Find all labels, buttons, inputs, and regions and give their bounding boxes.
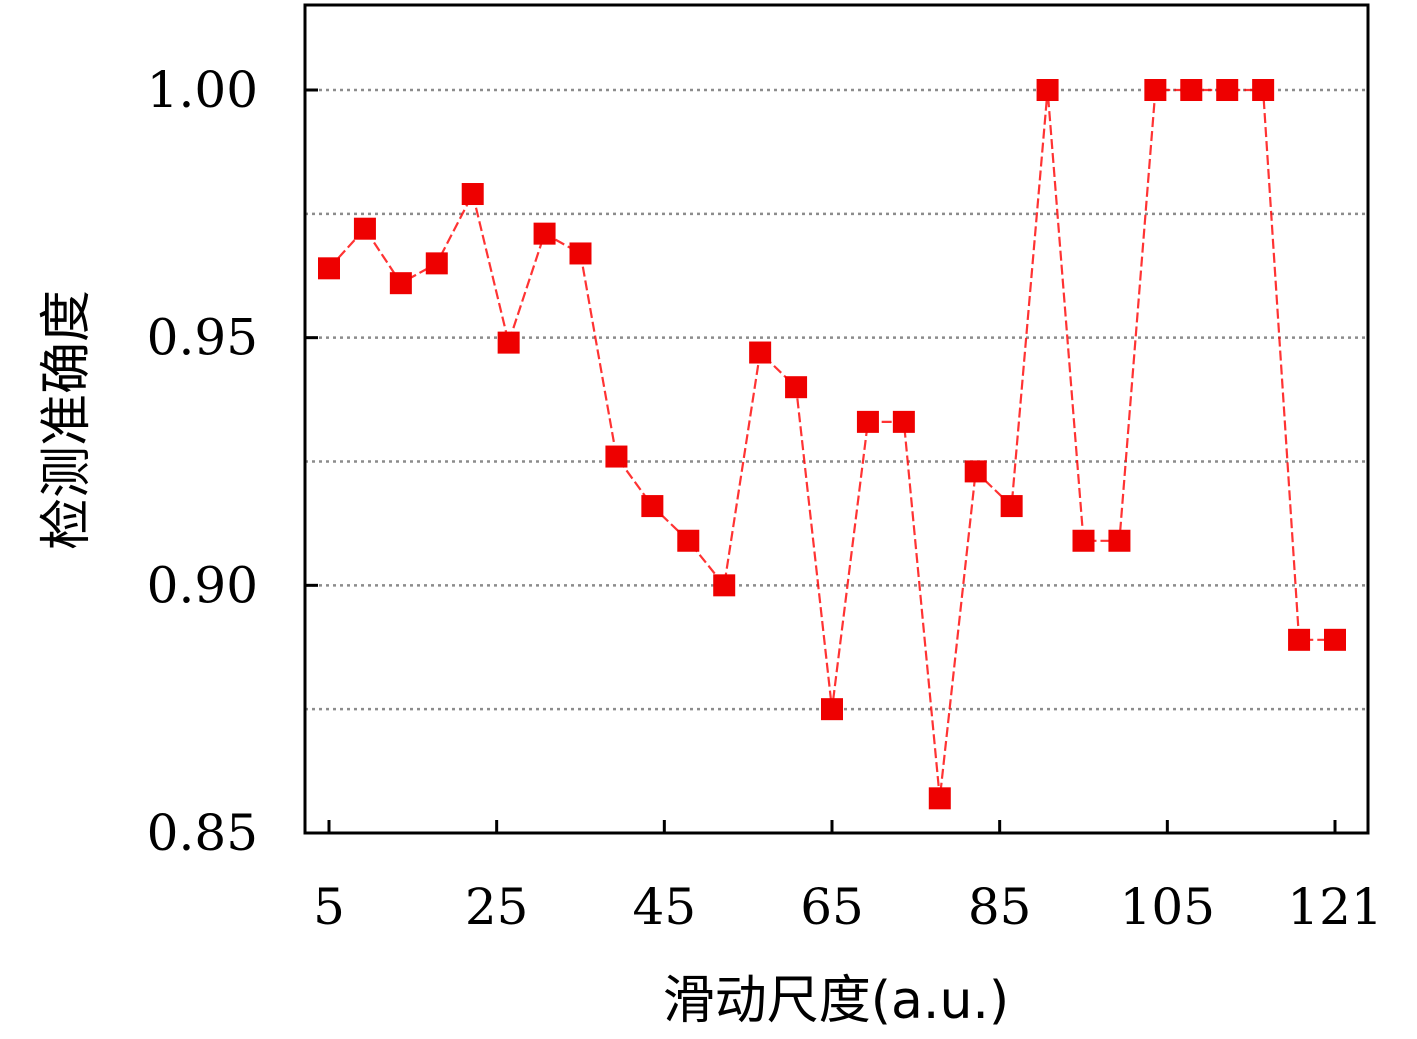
data-point xyxy=(425,252,448,275)
y-axis: 0.85 0.90 0.95 1.00 xyxy=(147,61,318,862)
series-accuracy xyxy=(318,79,1346,810)
data-point xyxy=(964,460,987,483)
y-tick-label: 0.85 xyxy=(147,804,258,862)
x-tick-label: 121 xyxy=(1287,878,1382,936)
data-point xyxy=(785,376,808,399)
data-point xyxy=(1108,529,1131,552)
data-point xyxy=(641,495,664,518)
data-point xyxy=(461,183,484,206)
x-tick-label: 85 xyxy=(968,878,1032,936)
data-point xyxy=(1144,79,1167,101)
data-point xyxy=(821,698,843,721)
data-point xyxy=(533,222,556,245)
data-point xyxy=(1324,628,1346,651)
y-tick-label: 0.90 xyxy=(147,556,258,614)
plot-frame xyxy=(303,3,1370,835)
data-point xyxy=(749,341,772,364)
data-point xyxy=(892,410,915,433)
data-point xyxy=(1072,529,1095,552)
data-point xyxy=(569,242,592,265)
x-axis: 5 25 45 65 85 105 121 xyxy=(313,820,1383,936)
x-tick-label: 45 xyxy=(633,878,697,936)
data-point xyxy=(389,272,412,295)
y-tick-label: 0.95 xyxy=(147,309,258,367)
data-point xyxy=(677,529,700,552)
x-tick-label: 5 xyxy=(313,878,345,936)
x-tick-label: 25 xyxy=(465,878,529,936)
data-point xyxy=(497,331,520,354)
gridlines xyxy=(305,88,1368,711)
y-tick-label: 1.00 xyxy=(147,61,258,119)
data-point xyxy=(1180,79,1203,101)
x-tick-label: 105 xyxy=(1120,878,1215,936)
x-axis-label: 滑动尺度(a.u.) xyxy=(663,971,1009,1031)
data-point xyxy=(605,445,628,468)
y-axis-label: 检测准确度 xyxy=(37,290,97,550)
data-point xyxy=(928,787,951,810)
data-point xyxy=(318,257,340,280)
data-point xyxy=(713,574,736,597)
data-point xyxy=(1036,79,1059,101)
x-tick-label: 65 xyxy=(800,878,864,936)
data-point xyxy=(353,217,376,240)
data-point xyxy=(1216,79,1239,101)
data-point xyxy=(1000,495,1023,518)
data-point xyxy=(1252,79,1275,101)
data-point xyxy=(1288,628,1311,651)
data-point xyxy=(856,410,879,433)
